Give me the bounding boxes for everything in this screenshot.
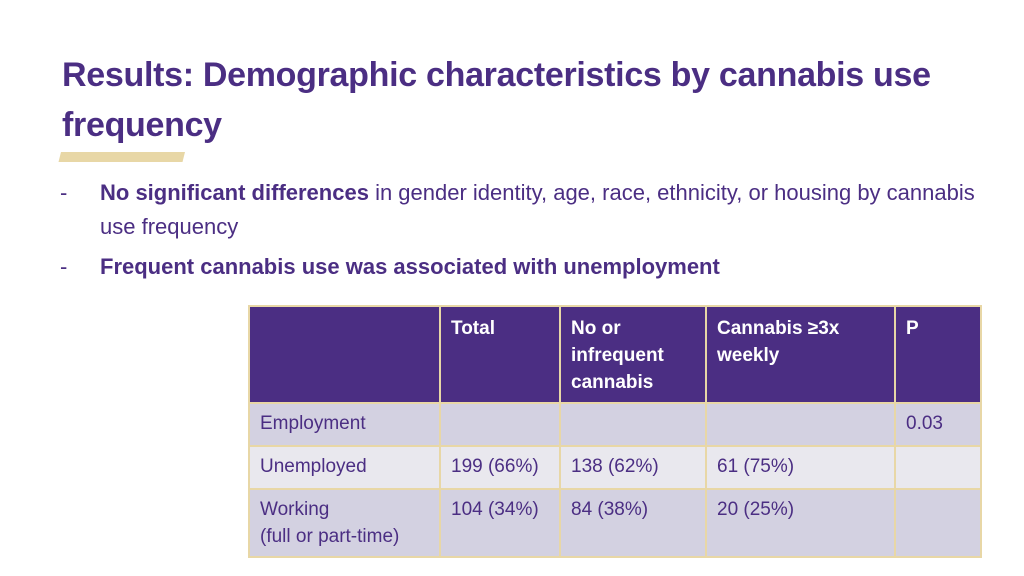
bullet-item: - Frequent cannabis use was associated w… — [60, 250, 990, 284]
demographics-table: Total No or infrequent cannabis Cannabis… — [248, 305, 982, 558]
table-cell: 84 (38%) — [559, 488, 707, 558]
table-cell — [705, 402, 896, 447]
table-cell — [439, 402, 561, 447]
slide-title: Results: Demographic characteristics by … — [62, 56, 931, 144]
table-header-cell: No or infrequent cannabis — [559, 305, 707, 404]
table-cell: Unemployed — [248, 445, 441, 490]
table-row: Unemployed 199 (66%) 138 (62%) 61 (75%) — [248, 445, 982, 490]
table-row: Working (full or part-time) 104 (34%) 84… — [248, 488, 982, 558]
table-header-cell: P — [894, 305, 982, 404]
bullet-marker: - — [60, 254, 68, 279]
bullet-item: - No significant differences in gender i… — [60, 176, 990, 244]
table-cell: 104 (34%) — [439, 488, 561, 558]
bullet-bold-text: Frequent cannabis use was associated wit… — [100, 254, 720, 279]
bullet-marker: - — [60, 180, 68, 205]
table-cell — [894, 445, 982, 490]
table-cell — [559, 402, 707, 447]
table-header-row: Total No or infrequent cannabis Cannabis… — [248, 305, 982, 404]
table-cell: 61 (75%) — [705, 445, 896, 490]
bullet-list: - No significant differences in gender i… — [60, 176, 990, 290]
bullet-bold-text: No significant differences — [100, 180, 369, 205]
table-header-cell: Total — [439, 305, 561, 404]
table-cell: 20 (25%) — [705, 488, 896, 558]
bullet-text: in gender identity, age, race, ethnicity… — [100, 180, 975, 239]
title-accent-bar — [58, 152, 185, 162]
table-row: Employment 0.03 — [248, 402, 982, 447]
table-header-cell — [248, 305, 441, 404]
table-cell: Working (full or part-time) — [248, 488, 441, 558]
table-cell: 0.03 — [894, 402, 982, 447]
table-cell — [894, 488, 982, 558]
table-cell: 199 (66%) — [439, 445, 561, 490]
table-header-cell: Cannabis ≥3x weekly — [705, 305, 896, 404]
table-cell: Employment — [248, 402, 441, 447]
table-cell: 138 (62%) — [559, 445, 707, 490]
